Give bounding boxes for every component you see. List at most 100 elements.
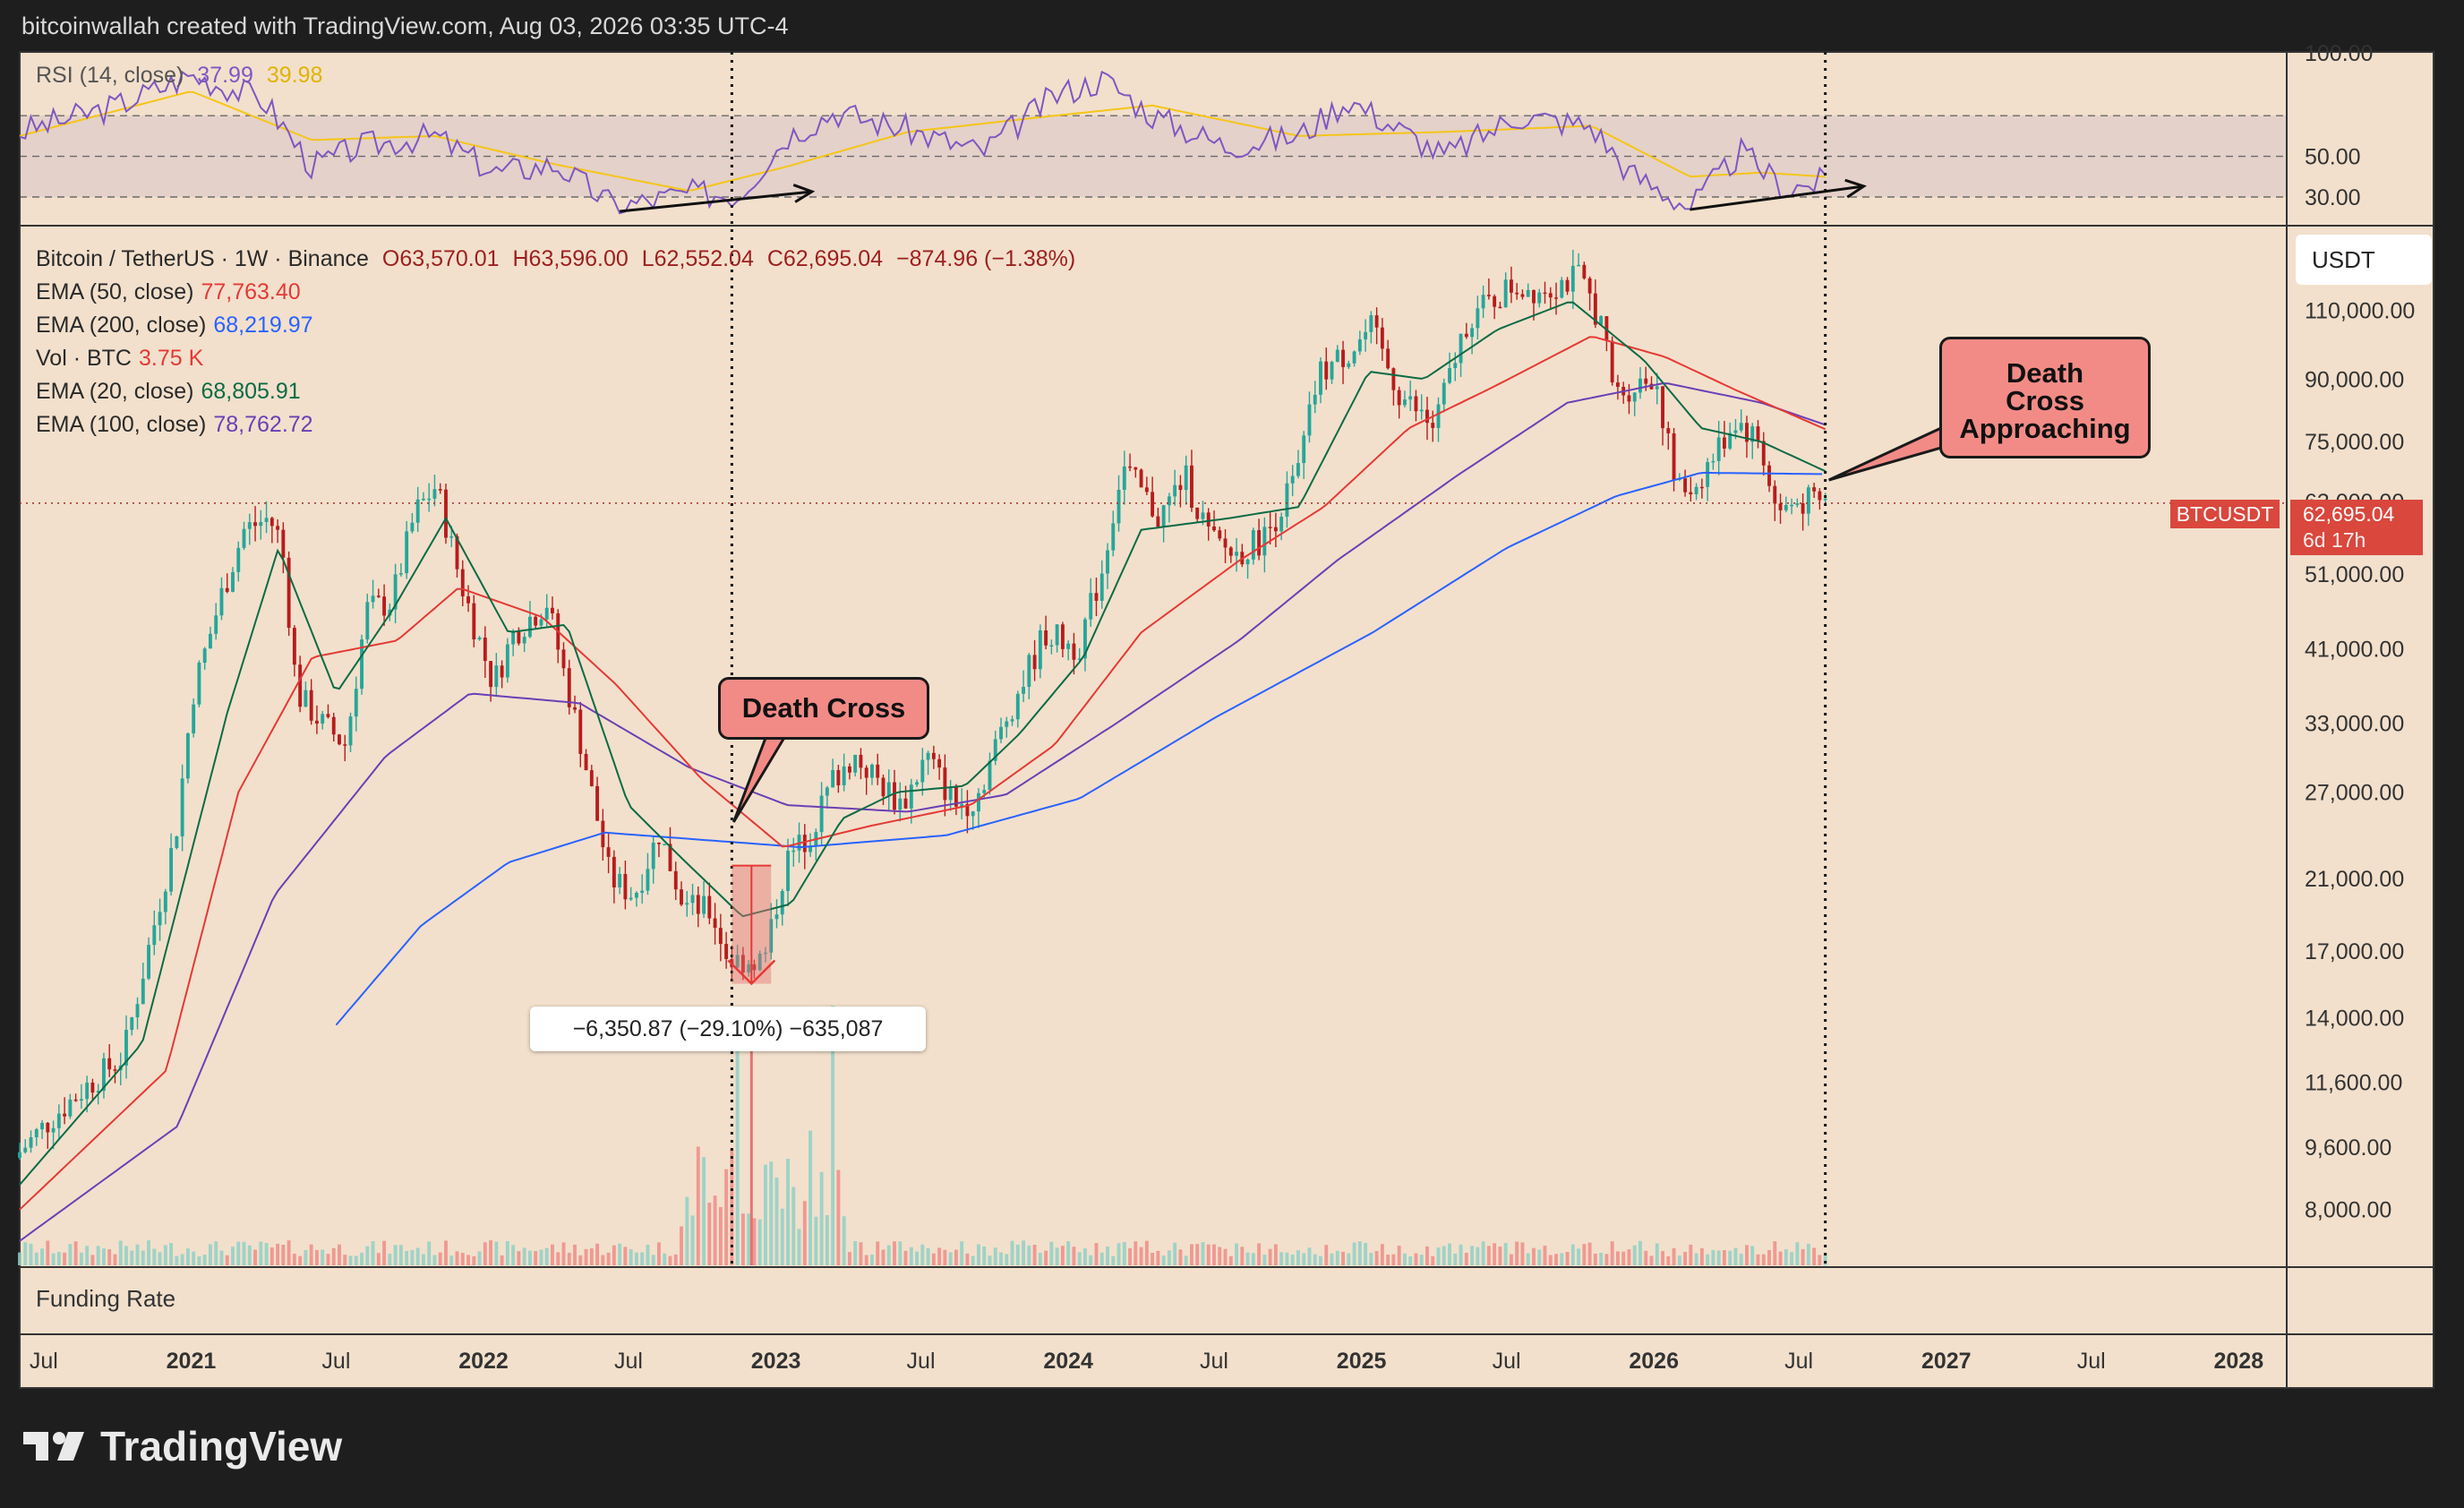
candle-body bbox=[1795, 503, 1800, 505]
rsi-axis-label: 100.00 bbox=[2305, 41, 2373, 66]
candle-body bbox=[623, 873, 628, 900]
volume-bar bbox=[1116, 1243, 1121, 1265]
volume-bar bbox=[1627, 1249, 1631, 1265]
tradingview-logo-icon bbox=[23, 1432, 84, 1461]
time-axis-tick: 2028 bbox=[2214, 1349, 2264, 1374]
candle-body bbox=[1022, 687, 1026, 694]
candle-body bbox=[1352, 351, 1356, 364]
volume-bar bbox=[1111, 1255, 1116, 1265]
legend-label: EMA (20, close) bbox=[36, 379, 194, 404]
candle-body bbox=[937, 758, 942, 768]
candle-body bbox=[85, 1082, 90, 1100]
volume-bar bbox=[225, 1255, 229, 1265]
candle-body bbox=[1570, 265, 1575, 292]
volume-bar bbox=[202, 1255, 207, 1265]
volume-bar bbox=[1010, 1240, 1014, 1265]
candle-body bbox=[40, 1122, 44, 1130]
volume-bar bbox=[365, 1246, 370, 1265]
volume-bar bbox=[1235, 1243, 1238, 1265]
candle-body bbox=[180, 778, 184, 836]
volume-bar bbox=[1615, 1251, 1620, 1265]
candle-body bbox=[1728, 433, 1732, 449]
volume-bar bbox=[360, 1252, 364, 1265]
volume-bar bbox=[1049, 1241, 1054, 1265]
volume-bar bbox=[534, 1251, 538, 1265]
volume-bar bbox=[1178, 1249, 1183, 1265]
volume-bar bbox=[1357, 1241, 1362, 1265]
volume-bar bbox=[1498, 1247, 1502, 1265]
candle-body bbox=[405, 531, 409, 574]
candle-body bbox=[769, 919, 774, 953]
candle-body bbox=[1733, 430, 1738, 433]
candle-body bbox=[1190, 465, 1194, 508]
candle-body bbox=[1498, 306, 1502, 309]
candle-body bbox=[1599, 316, 1604, 325]
legend-label: EMA (200, close) bbox=[36, 313, 207, 338]
candle-body bbox=[673, 870, 678, 890]
time-axis-tick: Jul bbox=[1200, 1349, 1228, 1374]
candle-body bbox=[415, 499, 420, 523]
currency-button[interactable]: USDT bbox=[2296, 235, 2432, 285]
volume-bar bbox=[1739, 1254, 1743, 1265]
candle-body bbox=[1548, 293, 1553, 298]
time-axis-tick: 2027 bbox=[1921, 1349, 1972, 1374]
candle-body bbox=[847, 766, 851, 773]
volume-bar bbox=[915, 1251, 920, 1265]
volume-bar bbox=[690, 1215, 695, 1265]
symbol-title: Bitcoin / TetherUS · 1W · Binance bbox=[36, 246, 369, 271]
volume-bar bbox=[432, 1255, 437, 1265]
volume-bar bbox=[1532, 1247, 1536, 1265]
candle-body bbox=[398, 573, 403, 575]
volume-bar bbox=[1486, 1246, 1491, 1265]
volume-bar bbox=[685, 1196, 689, 1265]
candle-body bbox=[338, 734, 341, 745]
volume-bar bbox=[886, 1245, 891, 1265]
candle-body bbox=[1307, 404, 1312, 436]
candle-body bbox=[427, 498, 432, 501]
candle-body bbox=[1706, 462, 1710, 487]
candle-body bbox=[253, 522, 257, 527]
candle-body bbox=[1374, 315, 1379, 328]
volume-bar bbox=[219, 1250, 224, 1265]
candle-body bbox=[505, 644, 509, 678]
volume-bar bbox=[1257, 1243, 1262, 1265]
volume-bar bbox=[724, 1169, 729, 1265]
volume-bar bbox=[1655, 1243, 1659, 1265]
volume-bar bbox=[589, 1248, 594, 1265]
volume-bar bbox=[73, 1241, 78, 1265]
candle-body bbox=[881, 777, 886, 797]
volume-bar bbox=[1072, 1247, 1076, 1265]
price-axis-tick: 27,000.00 bbox=[2305, 781, 2404, 806]
volume-bar bbox=[438, 1252, 442, 1265]
ohlc-low: L62,552.04 bbox=[641, 246, 754, 271]
volume-bar bbox=[988, 1255, 992, 1265]
candle-body bbox=[707, 895, 712, 919]
volume-bar bbox=[40, 1248, 44, 1265]
time-axis-tick: Jul bbox=[321, 1349, 350, 1374]
candle-body bbox=[321, 714, 325, 724]
volume-bar bbox=[1128, 1247, 1132, 1265]
volume-bar bbox=[23, 1242, 28, 1265]
legend-row: Vol · BTC 3.75 K bbox=[36, 346, 203, 372]
volume-bar bbox=[859, 1242, 863, 1265]
candle-body bbox=[1812, 487, 1817, 492]
candle-body bbox=[1341, 349, 1345, 367]
volume-series bbox=[18, 1006, 1827, 1265]
volume-bar bbox=[304, 1249, 308, 1265]
volume-bar bbox=[1374, 1251, 1379, 1265]
candle-body bbox=[1285, 483, 1289, 518]
volume-bar bbox=[1649, 1255, 1654, 1265]
candle-body bbox=[1655, 386, 1659, 390]
volume-bar bbox=[651, 1255, 655, 1265]
candle-body bbox=[292, 628, 296, 665]
candle-body bbox=[1218, 530, 1222, 539]
volume-bar bbox=[1201, 1242, 1205, 1265]
volume-bar bbox=[1055, 1247, 1059, 1265]
candle-body bbox=[774, 914, 779, 920]
volume-bar bbox=[192, 1251, 196, 1265]
volume-bar bbox=[1380, 1244, 1384, 1265]
candle-body bbox=[534, 616, 538, 626]
rsi-axis-label: 50.00 bbox=[2305, 145, 2361, 170]
volume-bar bbox=[1335, 1250, 1339, 1265]
